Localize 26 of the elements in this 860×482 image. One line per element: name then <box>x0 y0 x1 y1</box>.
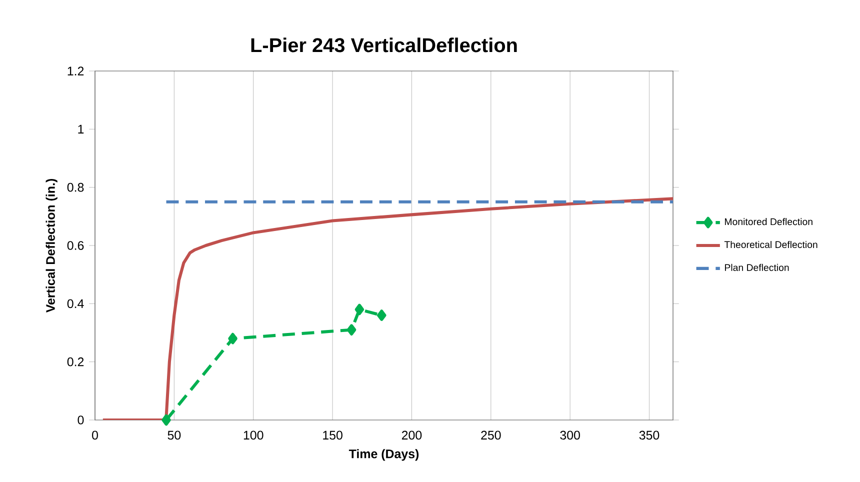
point <box>354 304 364 316</box>
y-tick-label: 1.2 <box>68 66 84 76</box>
point <box>162 414 171 426</box>
y-tick-label: 0.4 <box>67 299 84 308</box>
chart-title: L-Pier 243 VerticalDeflection <box>251 38 517 52</box>
y-axis-title: Vertical Deflection (in.) <box>46 178 58 313</box>
x-tick-label: 50 <box>168 430 181 440</box>
point <box>346 324 356 336</box>
y-tick-label: 1 <box>78 124 84 134</box>
x-tick-label: 350 <box>639 430 660 440</box>
y-tick-label: 0.6 <box>67 241 84 250</box>
legend-label: Plan Deflection <box>725 264 789 271</box>
y-tick-label: 0.2 <box>67 357 84 366</box>
x-tick-label: 100 <box>244 430 264 440</box>
x-tick-label: 200 <box>402 430 422 440</box>
x-axis-title: Time (Days) <box>348 449 419 461</box>
legend-label: Theoretical Deflection <box>724 240 818 248</box>
x-tick-label: 0 <box>92 430 98 440</box>
x-tick-label: 150 <box>323 430 342 440</box>
y-tick-label: 0.8 <box>67 182 84 192</box>
x-tick-label: 250 <box>481 430 501 440</box>
legend-label: Monitored Deflection <box>725 218 812 226</box>
point <box>228 332 238 344</box>
y-tick-label: 0 <box>78 416 84 424</box>
x-tick-label: 300 <box>560 430 580 440</box>
point <box>376 310 386 321</box>
